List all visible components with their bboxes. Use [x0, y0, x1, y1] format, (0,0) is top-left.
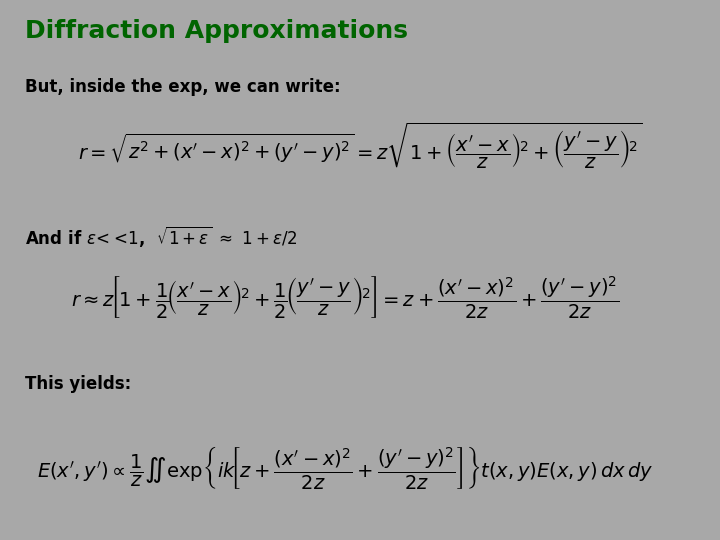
Text: And if $\varepsilon\!<\!<\!1$,  $\sqrt{1+\varepsilon}\ \approx\ 1+\varepsilon/2$: And if $\varepsilon\!<\!<\!1$, $\sqrt{1+…	[25, 224, 297, 249]
Text: But, inside the exp, we can write:: But, inside the exp, we can write:	[25, 78, 341, 96]
Text: Diffraction Approximations: Diffraction Approximations	[25, 19, 408, 43]
Text: $E(x^{\prime},y^{\prime})\propto\dfrac{1}{z}\iint\exp\!\left\{ik\!\left[z+\dfrac: $E(x^{\prime},y^{\prime})\propto\dfrac{1…	[37, 443, 654, 491]
Text: $r=\sqrt{z^2+(x^{\prime}-x)^2+(y^{\prime}-y)^2}=z\sqrt{1+\left(\dfrac{x^{\prime}: $r=\sqrt{z^2+(x^{\prime}-x)^2+(y^{\prime…	[78, 120, 642, 171]
Text: This yields:: This yields:	[25, 375, 132, 393]
Text: $r\approx z\!\left[1+\dfrac{1}{2}\!\left(\dfrac{x^{\prime}-x}{z}\right)^{\!2}+\d: $r\approx z\!\left[1+\dfrac{1}{2}\!\left…	[71, 274, 620, 320]
